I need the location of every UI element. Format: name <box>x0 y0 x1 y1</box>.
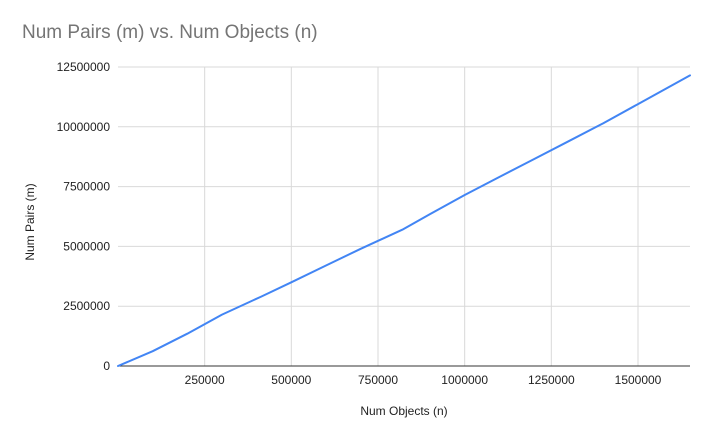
y-tick-label: 10000000 <box>57 120 111 134</box>
y-tick-label: 7500000 <box>63 180 110 194</box>
x-tick-label: 1250000 <box>528 373 575 387</box>
chart-title: Num Pairs (m) vs. Num Objects (n) <box>22 22 318 43</box>
x-tick-label: 500000 <box>271 373 311 387</box>
x-tick-label: 1500000 <box>615 373 662 387</box>
x-tick-label: 750000 <box>358 373 398 387</box>
x-axis-label: Num Objects (n) <box>360 404 447 418</box>
grid-lines <box>118 66 690 366</box>
tick-labels: 0 2500000 5000000 7500000 10000000 12500000 25… <box>57 60 662 387</box>
series-layer <box>117 74 691 367</box>
y-tick-label: 0 <box>103 359 110 373</box>
y-axis-label: Num Pairs (m) <box>23 183 37 260</box>
y-tick-label: 2500000 <box>63 299 110 313</box>
x-tick-label: 1000000 <box>441 373 488 387</box>
y-tick-label: 5000000 <box>63 239 110 253</box>
y-tick-label: 12500000 <box>57 60 111 74</box>
x-tick-label: 250000 <box>185 373 225 387</box>
series-line <box>117 74 691 367</box>
